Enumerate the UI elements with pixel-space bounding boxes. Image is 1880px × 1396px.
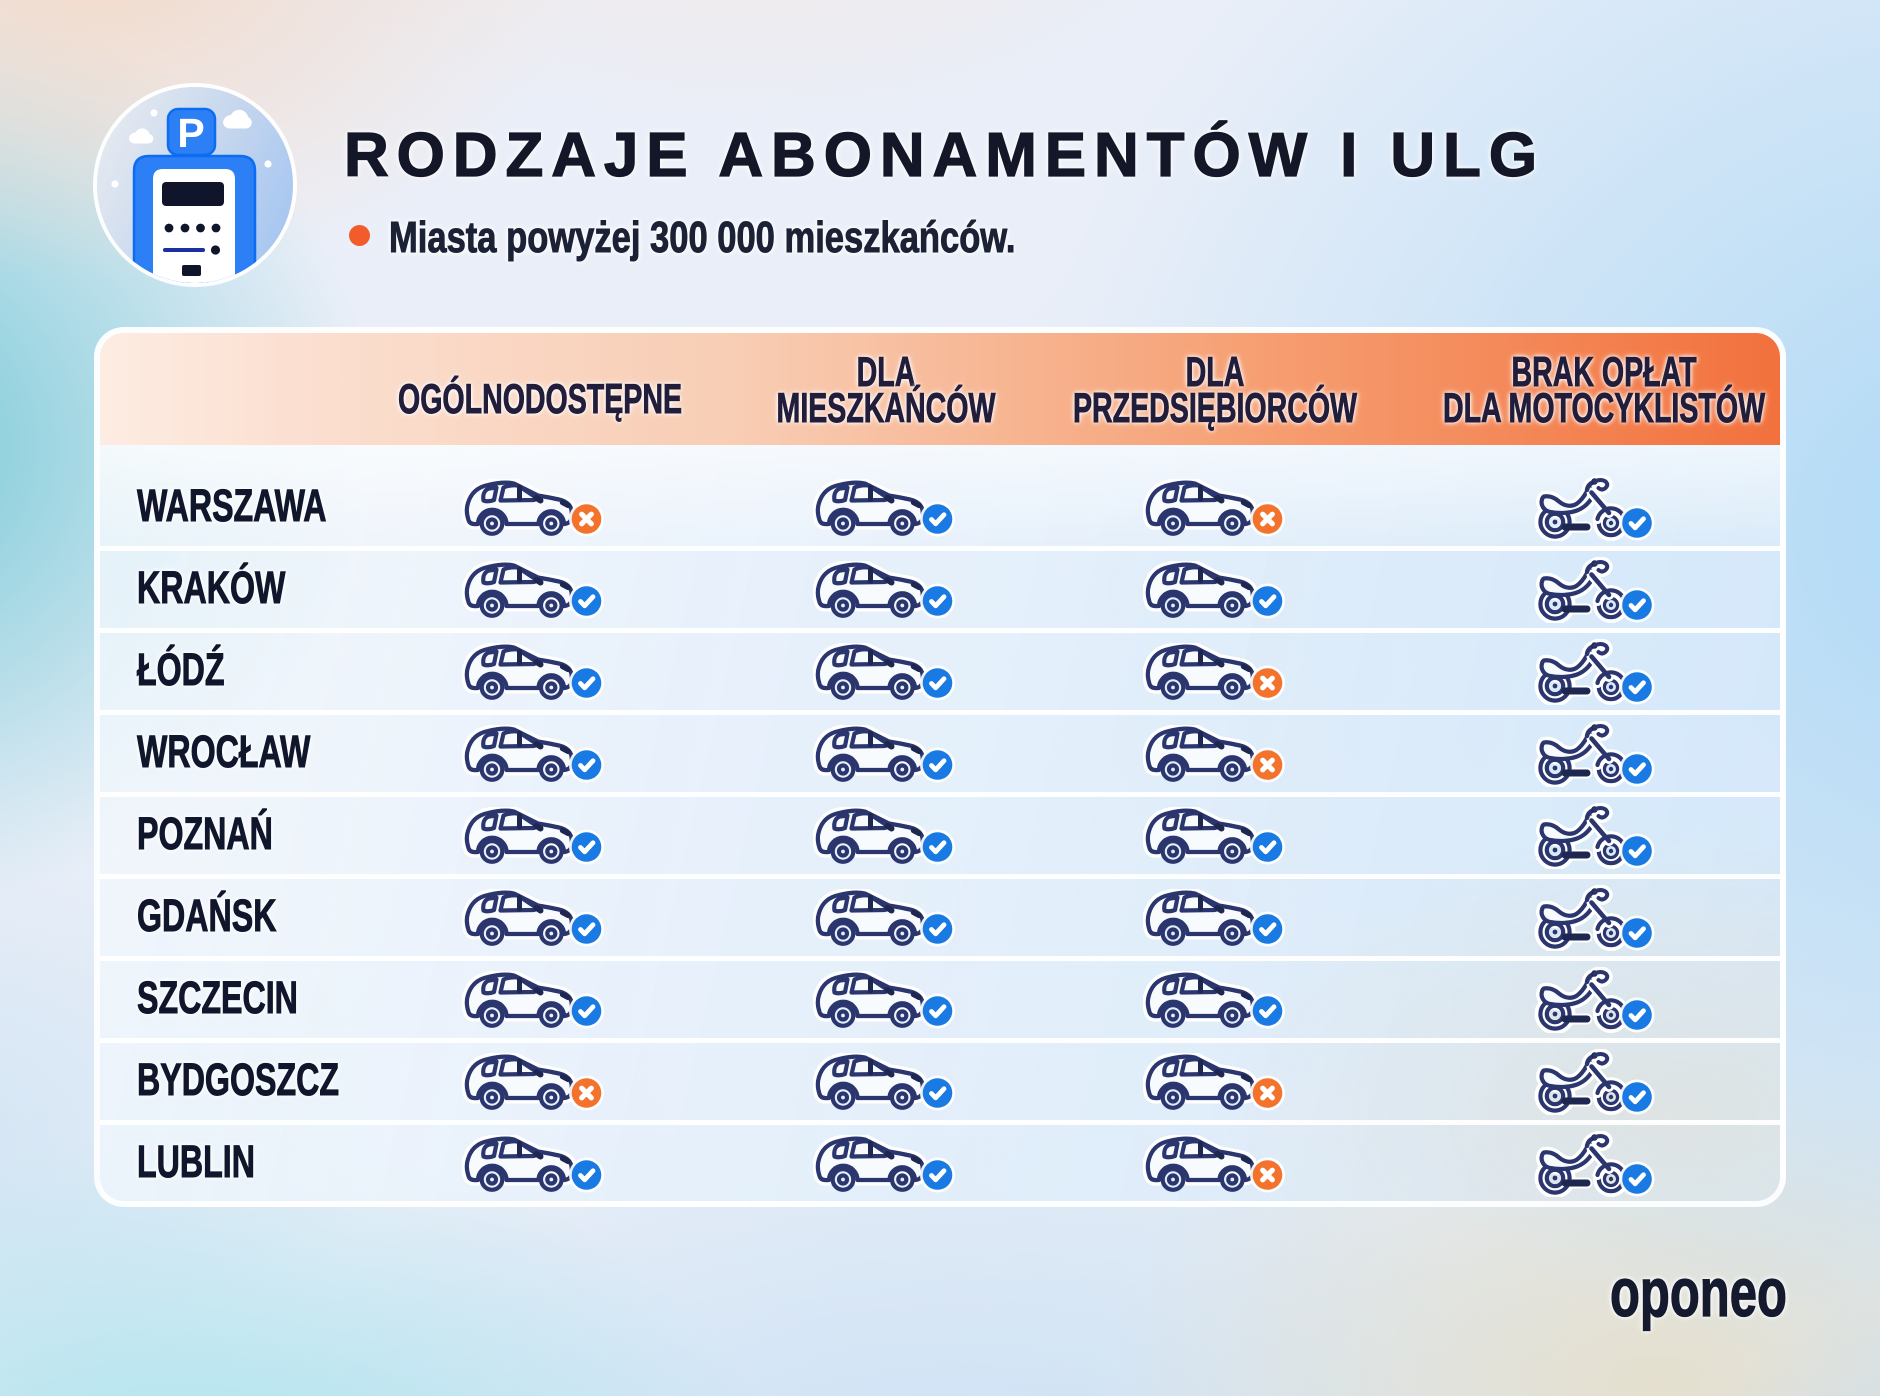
svg-text:P: P <box>177 110 204 156</box>
